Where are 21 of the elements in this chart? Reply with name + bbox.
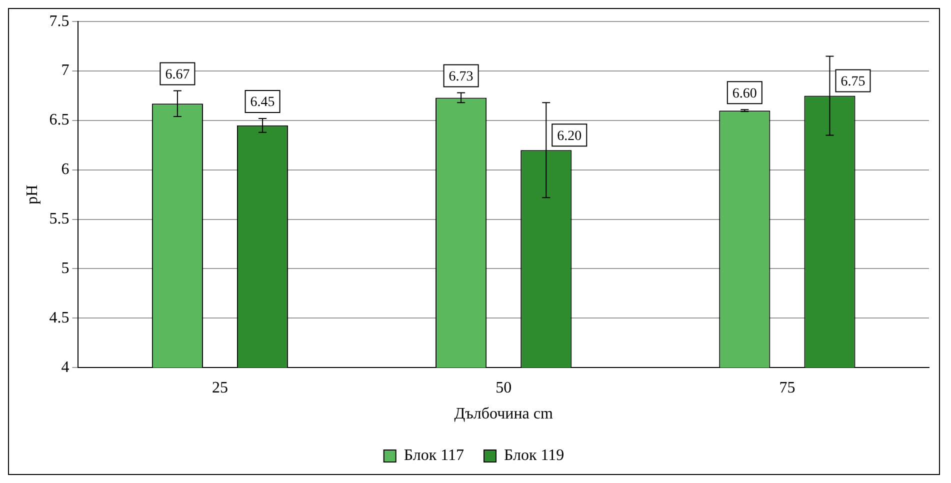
- y-tick-label: 5.5: [49, 210, 70, 228]
- y-tick-label: 6.5: [49, 112, 70, 129]
- y-axis-title: pH: [24, 184, 41, 204]
- legend-label: Блок 119: [504, 447, 564, 464]
- x-tick-label: 75: [779, 379, 796, 396]
- data-label: 6.75: [840, 74, 866, 90]
- legend-label: Блок 117: [404, 447, 464, 464]
- y-tick-label: 6: [61, 161, 70, 178]
- y-tick-label: 7: [61, 62, 70, 80]
- x-tick-label: 25: [212, 379, 228, 396]
- data-label: 6.20: [557, 128, 582, 144]
- y-tick-label: 5: [61, 260, 70, 277]
- data-label: 6.45: [250, 95, 275, 110]
- x-tick-label: 50: [496, 379, 512, 396]
- y-tick-label: 4: [61, 358, 70, 376]
- y-tick-label: 7.5: [49, 12, 70, 30]
- y-tick-label: 4.5: [49, 309, 70, 326]
- data-label: 6.60: [732, 86, 757, 102]
- data-label: 6.67: [165, 67, 190, 82]
- data-label: 6.73: [448, 69, 474, 84]
- x-axis-title: Дълбочина cm: [454, 406, 554, 423]
